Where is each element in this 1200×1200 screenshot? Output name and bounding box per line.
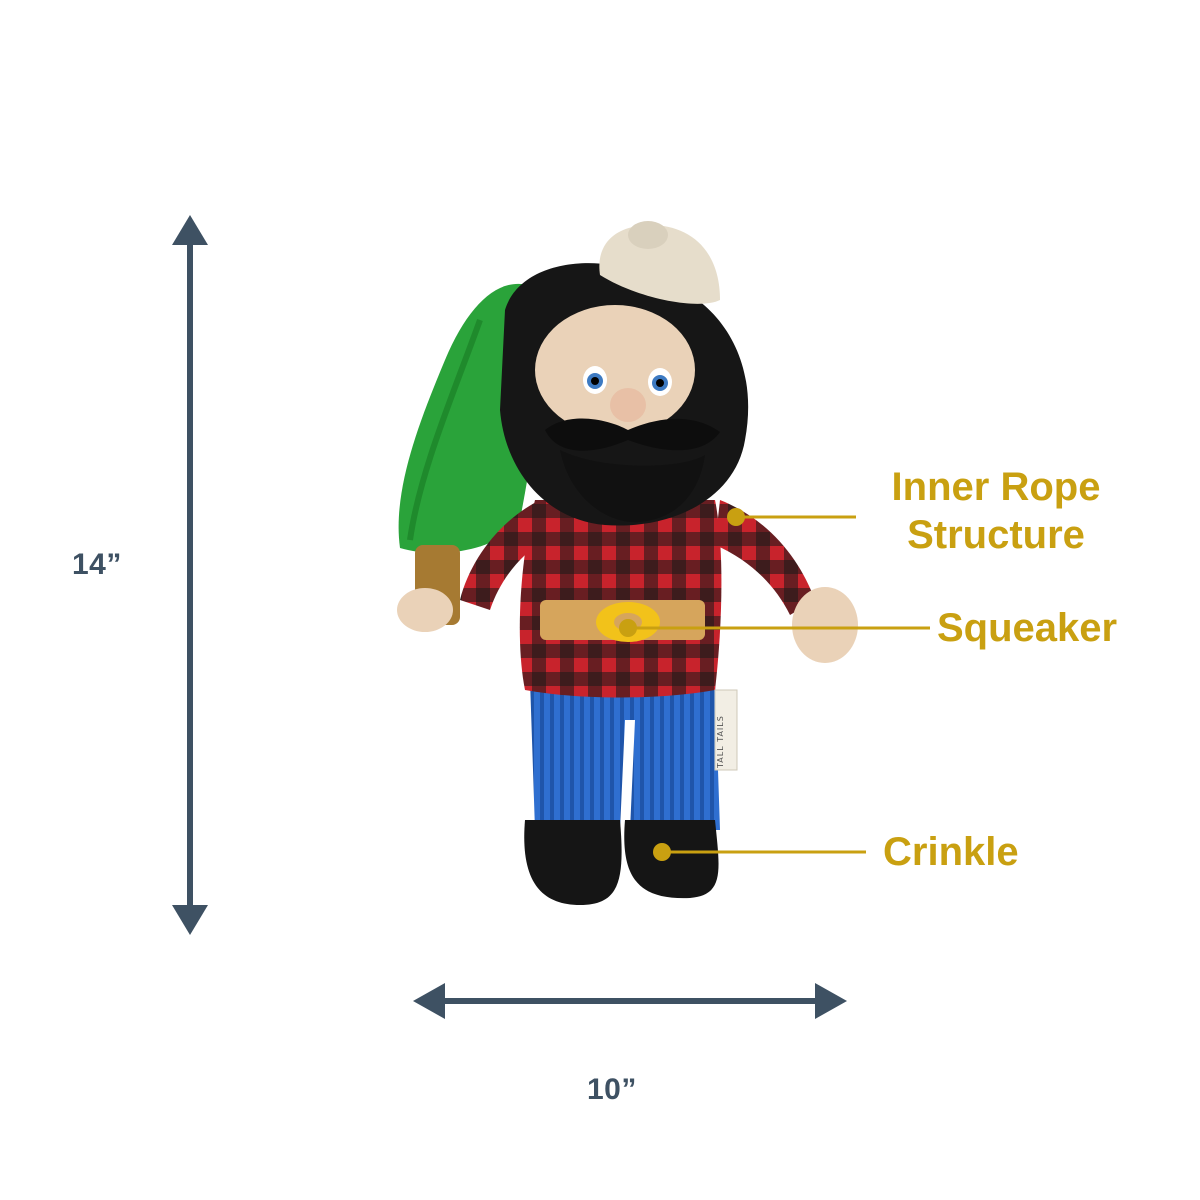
width-dimension-arrow	[413, 983, 847, 1019]
arrow-down-icon	[172, 905, 208, 935]
callout-inner-rope-line2: Structure	[907, 513, 1085, 557]
callout-crinkle: Crinkle	[883, 830, 1019, 874]
arrow-up-icon	[172, 215, 208, 245]
callout-inner-rope: Inner Rope Structure	[862, 463, 1130, 559]
callout-inner-rope-line1: Inner Rope	[891, 465, 1101, 509]
height-dimension-arrow	[172, 215, 208, 935]
callout-squeaker-line	[619, 619, 930, 637]
height-label: 14”	[72, 548, 122, 581]
arrow-left-icon	[413, 983, 445, 1019]
width-label: 10”	[587, 1073, 637, 1106]
arrow-right-icon	[815, 983, 847, 1019]
callout-rope-line	[727, 508, 856, 526]
callout-crinkle-line	[653, 843, 866, 861]
lumberjack-plush-toy	[397, 221, 858, 905]
callout-squeaker: Squeaker	[937, 606, 1118, 650]
product-tag-text: TALL TAILS	[716, 715, 725, 768]
